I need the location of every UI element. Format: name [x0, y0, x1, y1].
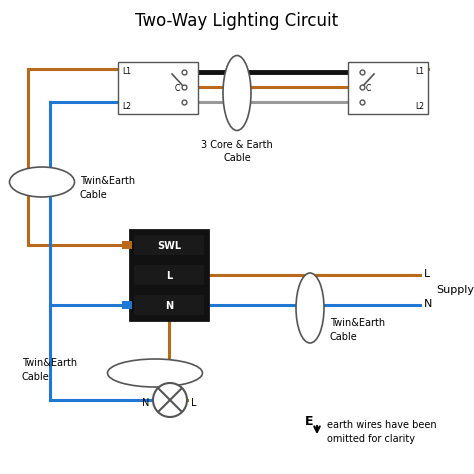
- Ellipse shape: [108, 359, 202, 387]
- Text: earth wires have been
omitted for clarity: earth wires have been omitted for clarit…: [327, 420, 437, 444]
- Bar: [122, 241, 132, 249]
- Ellipse shape: [296, 273, 324, 343]
- Circle shape: [153, 383, 187, 417]
- Text: N: N: [424, 299, 432, 309]
- Text: N: N: [165, 301, 173, 311]
- Text: L: L: [191, 398, 197, 408]
- Text: SWL: SWL: [157, 241, 181, 251]
- Text: L1: L1: [122, 67, 131, 76]
- Text: Supply: Supply: [436, 285, 474, 295]
- Text: 3 Core & Earth
Cable: 3 Core & Earth Cable: [201, 140, 273, 163]
- Ellipse shape: [223, 55, 251, 130]
- Bar: [122, 301, 132, 309]
- Text: L1: L1: [415, 67, 424, 76]
- Text: Twin&Earth
Cable: Twin&Earth Cable: [22, 358, 77, 382]
- FancyBboxPatch shape: [134, 265, 204, 285]
- Bar: [123, 98, 133, 106]
- Text: C: C: [175, 83, 180, 92]
- Text: L: L: [424, 269, 430, 279]
- Bar: [348, 62, 428, 114]
- Text: N: N: [142, 398, 149, 408]
- Text: L: L: [166, 271, 172, 281]
- Text: E: E: [305, 415, 313, 428]
- Ellipse shape: [9, 167, 74, 197]
- Text: C: C: [366, 83, 371, 92]
- Text: L2: L2: [415, 102, 424, 111]
- FancyBboxPatch shape: [134, 235, 204, 255]
- FancyBboxPatch shape: [134, 295, 204, 315]
- Text: Two-Way Lighting Circuit: Two-Way Lighting Circuit: [136, 12, 338, 30]
- Text: Twin&Earth
Cable: Twin&Earth Cable: [80, 176, 135, 200]
- Bar: [130, 230, 208, 320]
- Bar: [118, 62, 198, 114]
- Text: Twin&Earth
Cable: Twin&Earth Cable: [330, 319, 385, 342]
- Text: L2: L2: [122, 102, 131, 111]
